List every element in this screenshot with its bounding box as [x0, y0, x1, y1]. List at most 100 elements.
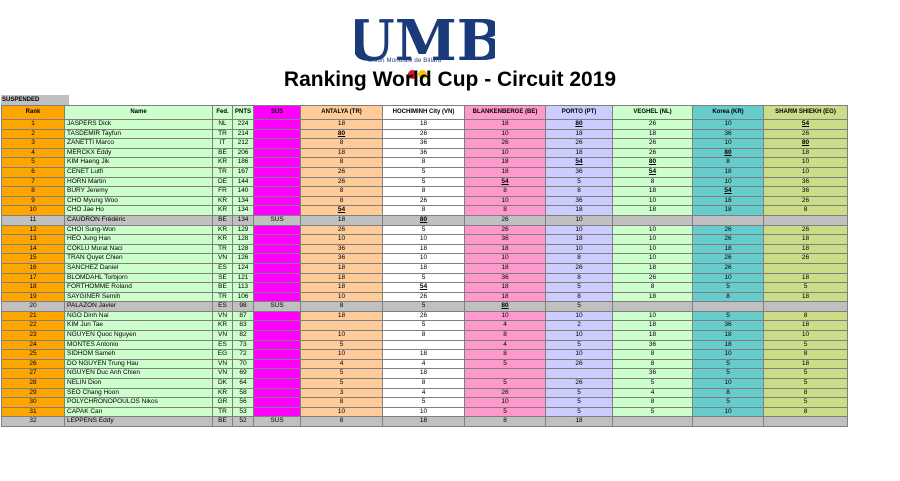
korea-cell: 5 [692, 282, 765, 293]
hochiminh-cell: 4 [382, 358, 466, 370]
veghel-cell: 18 [612, 320, 694, 332]
veghel-cell: 5 [612, 378, 694, 389]
veghel-cell: 26 [612, 272, 694, 284]
rank-cell: 24 [1, 339, 65, 351]
header-porto: PORTO (PT) [545, 105, 614, 120]
rank-cell: 22 [1, 320, 65, 332]
fed-cell: TR [212, 406, 233, 418]
antalya-cell: 8 [300, 301, 384, 312]
fed-cell: BE [212, 416, 233, 427]
header-veghel: VEGHEL (NL) [612, 105, 694, 120]
porto-cell: 5 [545, 397, 614, 408]
veghel-cell: 4 [612, 387, 694, 399]
hochiminh-cell: 18 [382, 349, 466, 360]
blankenberge-cell: 5 [464, 406, 547, 418]
blankenberge-cell: 8 [464, 186, 547, 197]
fed-cell: DK [212, 378, 233, 389]
blankenberge-cell: 18 [464, 166, 547, 178]
porto-cell: 26 [545, 138, 614, 149]
sharm-shiekh-cell: 26 [763, 195, 849, 207]
korea-cell: 5 [692, 358, 765, 370]
hochiminh-cell: 26 [382, 128, 466, 140]
sus-cell [253, 358, 302, 370]
name-cell: NELIN Dion [64, 378, 213, 389]
name-cell: CHOI Sung-Won [64, 224, 213, 236]
name-cell: CAPAK Can [64, 406, 213, 418]
veghel-cell: 8 [612, 176, 694, 188]
antalya-cell: 10 [300, 349, 384, 360]
points-cell: 72 [231, 349, 255, 360]
hochiminh-cell: 36 [382, 147, 466, 159]
porto-cell: 5 [545, 282, 614, 293]
sus-cell [253, 157, 302, 168]
name-cell: NGUYEN Quoc Nguyen [64, 330, 213, 341]
sharm-shiekh-cell: 10 [763, 330, 849, 341]
points-cell: 212 [231, 138, 255, 149]
points-cell: 134 [231, 214, 255, 226]
name-cell: COKLU Murat Naci [64, 243, 213, 255]
rank-cell: 13 [1, 234, 65, 245]
porto-cell: 26 [545, 262, 614, 274]
name-cell: KIM Jun Tae [64, 320, 213, 332]
header-korea: Korea (KR) [692, 105, 765, 120]
porto-cell: 10 [545, 330, 614, 341]
korea-cell: 26 [692, 224, 765, 236]
fed-cell: TR [212, 243, 233, 255]
korea-cell [692, 301, 765, 312]
sus-cell [253, 176, 302, 188]
table-row: 29 SEO Chang Hoon KR 58 3 4 26 5 4 8 8 [1, 387, 849, 399]
antalya-cell: 54 [300, 205, 384, 216]
sus-cell [253, 234, 302, 245]
korea-cell: 10 [692, 272, 765, 284]
sharm-shiekh-cell: 8 [763, 406, 849, 418]
blankenberge-cell: 8 [464, 205, 547, 216]
name-cell: DO NGUYEN Trung Hau [64, 358, 213, 370]
blankenberge-cell: 80 [464, 301, 547, 312]
sus-cell [253, 320, 302, 332]
table-row: 25 SIDHOM Sameh EG 72 10 18 8 10 8 10 8 [1, 349, 849, 360]
antalya-cell: 18 [300, 310, 384, 322]
sus-cell [253, 291, 302, 303]
sus-cell [253, 397, 302, 408]
blankenberge-cell: 18 [464, 282, 547, 293]
rank-cell: 32 [1, 416, 65, 427]
header-sus: SUS [253, 105, 302, 120]
rank-cell: 5 [1, 157, 65, 168]
blankenberge-cell: 4 [464, 339, 547, 351]
porto-cell [545, 368, 614, 380]
header-hochiminh: HOCHIMINH City (VN) [382, 105, 466, 120]
porto-cell: 10 [545, 243, 614, 255]
veghel-cell: 8 [612, 349, 694, 360]
name-cell: SIDHOM Sameh [64, 349, 213, 360]
antalya-cell: 80 [300, 128, 384, 140]
porto-cell: 18 [545, 234, 614, 245]
sus-cell [253, 406, 302, 418]
name-cell: CAUDRON Frédéric [64, 214, 213, 226]
veghel-cell: 26 [612, 119, 694, 130]
fed-cell: VN [212, 358, 233, 370]
points-cell: 214 [231, 128, 255, 140]
points-cell: 186 [231, 157, 255, 168]
sus-cell [253, 378, 302, 389]
points-cell: 106 [231, 291, 255, 303]
veghel-cell: 8 [612, 358, 694, 370]
points-cell: 113 [231, 282, 255, 293]
points-cell: 53 [231, 406, 255, 418]
veghel-cell: 10 [612, 224, 694, 236]
blankenberge-cell [464, 368, 547, 380]
blankenberge-cell: 8 [464, 416, 547, 427]
sus-cell [253, 387, 302, 399]
veghel-cell: 18 [612, 262, 694, 274]
blankenberge-cell: 26 [464, 138, 547, 149]
blankenberge-cell: 5 [464, 358, 547, 370]
rank-cell: 25 [1, 349, 65, 360]
hochiminh-cell: 8 [382, 330, 466, 341]
antalya-cell: 8 [300, 195, 384, 207]
blankenberge-cell: 18 [464, 291, 547, 303]
table-row: 21 NGO Dinh Nai VN 87 18 26 10 10 10 5 8 [1, 310, 849, 322]
hochiminh-cell: 54 [382, 282, 466, 293]
table-row: 28 NELIN Dion DK 64 5 8 5 26 5 10 5 [1, 378, 849, 389]
antalya-cell: 10 [300, 291, 384, 303]
sharm-shiekh-cell: 26 [763, 224, 849, 236]
sharm-shiekh-cell: 8 [763, 310, 849, 322]
